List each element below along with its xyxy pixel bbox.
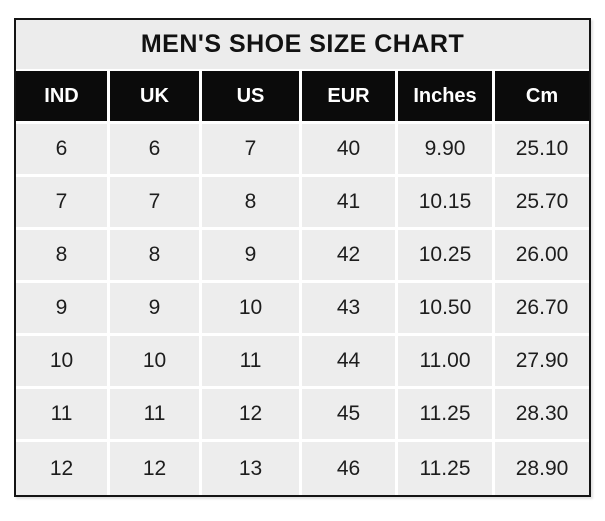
size-cell: 25.70 bbox=[495, 177, 590, 230]
size-cell: 25.10 bbox=[495, 124, 590, 177]
size-cell: 10.15 bbox=[398, 177, 495, 230]
size-cell: 7 bbox=[110, 177, 202, 230]
size-cell: 11 bbox=[110, 389, 202, 442]
size-cell: 26.00 bbox=[495, 230, 590, 283]
column-header-us: US bbox=[202, 71, 302, 124]
title-row: MEN'S SHOE SIZE CHART bbox=[16, 20, 590, 71]
table-row: 9 9 10 43 10.50 26.70 bbox=[16, 283, 590, 336]
column-header-ind: IND bbox=[16, 71, 110, 124]
size-cell: 12 bbox=[202, 389, 302, 442]
size-cell: 10.25 bbox=[398, 230, 495, 283]
size-cell: 10 bbox=[16, 336, 110, 389]
size-cell: 26.70 bbox=[495, 283, 590, 336]
size-cell: 9.90 bbox=[398, 124, 495, 177]
size-cell: 12 bbox=[16, 442, 110, 495]
table-row: 7 7 8 41 10.15 25.70 bbox=[16, 177, 590, 230]
size-cell: 8 bbox=[16, 230, 110, 283]
size-cell: 10 bbox=[202, 283, 302, 336]
size-cell: 28.30 bbox=[495, 389, 590, 442]
size-cell: 11.25 bbox=[398, 442, 495, 495]
column-header-eur: EUR bbox=[302, 71, 398, 124]
size-cell: 11 bbox=[16, 389, 110, 442]
size-cell: 8 bbox=[110, 230, 202, 283]
table-row: 8 8 9 42 10.25 26.00 bbox=[16, 230, 590, 283]
size-cell: 9 bbox=[110, 283, 202, 336]
size-cell: 42 bbox=[302, 230, 398, 283]
size-cell: 9 bbox=[16, 283, 110, 336]
size-cell: 45 bbox=[302, 389, 398, 442]
table-row: 6 6 7 40 9.90 25.10 bbox=[16, 124, 590, 177]
size-cell: 12 bbox=[110, 442, 202, 495]
size-cell: 11.00 bbox=[398, 336, 495, 389]
size-cell: 11 bbox=[202, 336, 302, 389]
shoe-size-chart-table: MEN'S SHOE SIZE CHART IND UK US EUR Inches Cm… bbox=[14, 18, 592, 497]
size-cell: 10.50 bbox=[398, 283, 495, 336]
table-header-row: IND UK US EUR Inches Cm bbox=[16, 71, 590, 124]
size-cell: 8 bbox=[202, 177, 302, 230]
size-cell: 10 bbox=[110, 336, 202, 389]
chart-title: MEN'S SHOE SIZE CHART bbox=[16, 20, 590, 71]
size-cell: 44 bbox=[302, 336, 398, 389]
size-cell: 7 bbox=[202, 124, 302, 177]
size-cell: 7 bbox=[16, 177, 110, 230]
size-cell: 40 bbox=[302, 124, 398, 177]
size-cell: 27.90 bbox=[495, 336, 590, 389]
size-cell: 28.90 bbox=[495, 442, 590, 495]
size-cell: 9 bbox=[202, 230, 302, 283]
table-row: 10 10 11 44 11.00 27.90 bbox=[16, 336, 590, 389]
size-cell: 46 bbox=[302, 442, 398, 495]
size-cell: 41 bbox=[302, 177, 398, 230]
size-cell: 6 bbox=[110, 124, 202, 177]
table-body: 6 6 7 40 9.90 25.10 7 7 8 41 10.15 25.70 8 8 9 42 10.25 2… bbox=[16, 124, 590, 495]
column-header-cm: Cm bbox=[495, 71, 590, 124]
table-row: 11 11 12 45 11.25 28.30 bbox=[16, 389, 590, 442]
size-cell: 13 bbox=[202, 442, 302, 495]
size-cell: 43 bbox=[302, 283, 398, 336]
size-cell: 6 bbox=[16, 124, 110, 177]
column-header-inches: Inches bbox=[398, 71, 495, 124]
column-header-uk: UK bbox=[110, 71, 202, 124]
table-row: 12 12 13 46 11.25 28.90 bbox=[16, 442, 590, 495]
size-cell: 11.25 bbox=[398, 389, 495, 442]
